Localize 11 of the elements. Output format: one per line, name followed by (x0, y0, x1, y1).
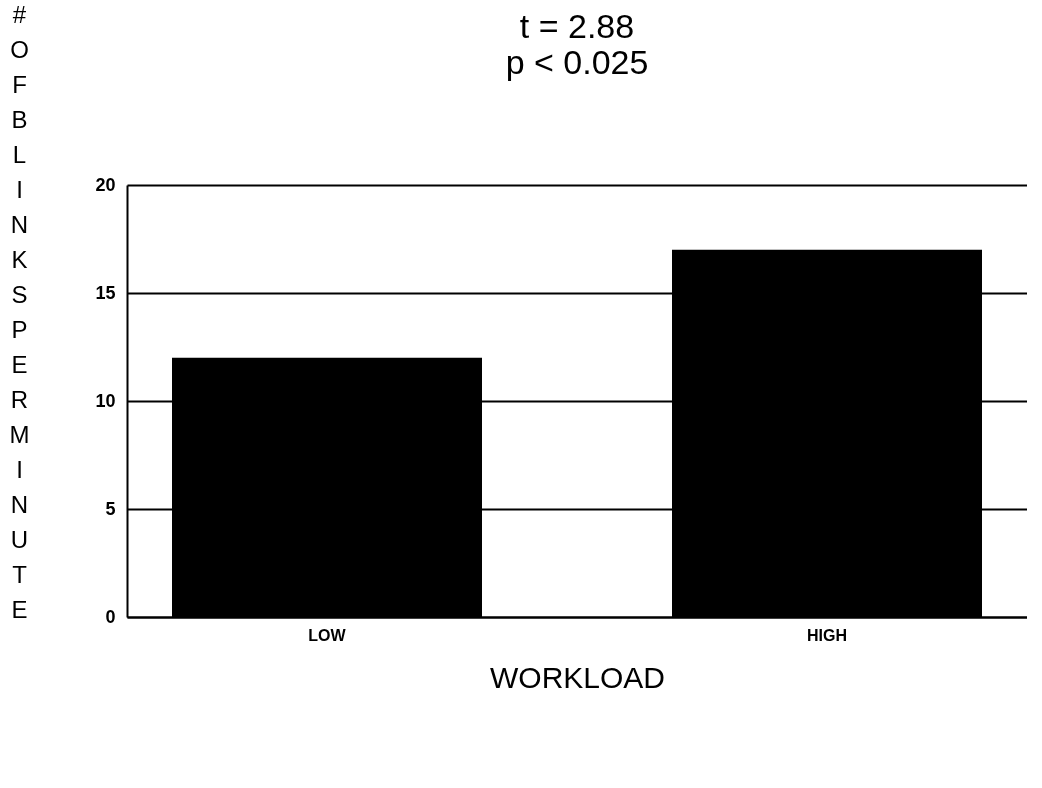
chart-title: t = 2.88 (519, 7, 635, 45)
x-axis-title: WORKLOAD (489, 660, 666, 694)
x-tick-label: LOW (308, 626, 347, 644)
y-tick-label: 20 (95, 174, 116, 195)
text: # OF BLINKS PER MINUTE (9, 0, 30, 623)
y-tick-label: 5 (105, 498, 116, 519)
y-tick-label: 15 (95, 282, 116, 303)
x-tick-label: HIGH (807, 626, 847, 644)
y-tick-label: 10 (95, 390, 116, 411)
y-tick-label: 0 (105, 606, 116, 627)
chart-subtitle: p < 0.025 (505, 43, 649, 81)
